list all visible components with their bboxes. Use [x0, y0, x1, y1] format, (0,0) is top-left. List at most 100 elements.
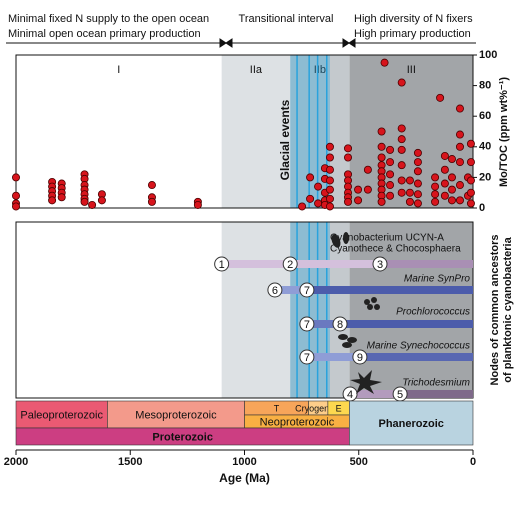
y-tick-label: 20	[479, 171, 491, 183]
data-point	[306, 194, 315, 203]
data-point	[306, 173, 315, 182]
taxon-label: Marine Synechococcus	[367, 341, 470, 352]
glacial-label: Glacial events	[278, 99, 292, 180]
lineage-bar	[350, 390, 401, 398]
data-point	[455, 104, 464, 113]
x-tick-label: 0	[470, 456, 476, 468]
taxon-label: Trichodesmium	[402, 378, 470, 389]
node-circle	[267, 282, 283, 298]
data-point	[325, 202, 334, 211]
data-point	[48, 196, 57, 205]
lineage-bar	[400, 390, 473, 398]
data-point	[405, 176, 414, 185]
data-point	[354, 185, 363, 194]
data-point	[436, 93, 445, 102]
region	[290, 222, 350, 398]
lineage-bar	[359, 353, 473, 361]
lineage-bar	[306, 353, 360, 361]
region	[221, 55, 291, 208]
period-label: Cryogenian	[295, 403, 341, 413]
era-label: Mesoproterozoic	[135, 409, 217, 421]
data-point	[397, 124, 406, 133]
period-label: E	[336, 403, 342, 413]
data-point	[455, 142, 464, 151]
x-tick-label: 500	[350, 456, 368, 468]
era	[15, 400, 108, 429]
glacial-band	[290, 55, 330, 208]
header-text: Minimal open ocean primary production	[8, 28, 201, 40]
data-point	[298, 202, 307, 211]
era-label: Neoproterozoic	[260, 416, 335, 428]
x-tick-label: 2000	[4, 456, 28, 468]
node-label: 7	[304, 352, 310, 364]
node-circle	[299, 316, 315, 332]
y-tick-label: 80	[479, 80, 491, 92]
data-point	[386, 191, 395, 200]
taxon-label: Prochlorococcus	[396, 307, 470, 318]
header-arrows	[6, 38, 476, 48]
node-circle	[352, 349, 368, 365]
data-point	[413, 199, 422, 208]
data-point	[354, 196, 363, 205]
y-tick-label: 60	[479, 110, 491, 122]
data-point	[386, 170, 395, 179]
cyano-icons	[331, 232, 382, 394]
data-point	[344, 144, 353, 153]
data-point	[447, 155, 456, 164]
data-point	[147, 197, 156, 206]
node-label: 3	[377, 259, 383, 271]
header-text: High diversity of N fixers	[354, 13, 473, 25]
lineage-bar	[306, 286, 473, 294]
data-point	[97, 196, 106, 205]
data-point	[431, 173, 440, 182]
data-point	[413, 190, 422, 199]
data-point	[344, 197, 353, 206]
data-point	[344, 153, 353, 162]
lineage-bar	[221, 260, 381, 268]
header-text: Minimal fixed N supply to the open ocean	[8, 13, 209, 25]
panel-frame	[15, 221, 474, 399]
data-point	[147, 181, 156, 190]
data-point	[397, 145, 406, 154]
data-point	[440, 191, 449, 200]
data-point	[386, 181, 395, 190]
region	[349, 222, 473, 398]
data-point	[11, 191, 20, 200]
node-circle	[372, 256, 388, 272]
data-point	[11, 202, 20, 211]
data-point	[440, 151, 449, 160]
y-tick-label: 0	[479, 202, 485, 214]
data-point	[325, 153, 334, 162]
data-point	[314, 182, 323, 191]
data-point	[413, 167, 422, 176]
data-point	[455, 181, 464, 190]
data-point	[380, 58, 389, 67]
data-point	[440, 179, 449, 188]
data-point	[447, 196, 456, 205]
node-label: 5	[397, 389, 403, 401]
data-point	[314, 199, 323, 208]
lineage-bar	[306, 320, 341, 328]
data-point	[377, 127, 386, 136]
x-axis-title: Age (Ma)	[219, 471, 270, 485]
data-point	[405, 188, 414, 197]
node-label: 1	[219, 259, 225, 271]
data-point	[440, 165, 449, 174]
node-label: 4	[347, 389, 353, 401]
region-label: IIb	[314, 64, 326, 76]
data-point	[413, 158, 422, 167]
data-point	[193, 200, 202, 209]
data-point	[466, 199, 475, 208]
era-label: Paleoproterozoic	[20, 409, 103, 421]
data-point	[431, 182, 440, 191]
node-label: 7	[304, 319, 310, 331]
data-point	[386, 145, 395, 154]
lineage-bar	[274, 286, 307, 294]
region	[349, 55, 473, 208]
data-point	[377, 142, 386, 151]
nodes-axis-title: Nodes of common ancestors	[489, 235, 501, 386]
y-axis-title: Mo/TOC (ppm wt%⁻¹)	[498, 77, 510, 187]
glacial-band	[290, 222, 330, 398]
